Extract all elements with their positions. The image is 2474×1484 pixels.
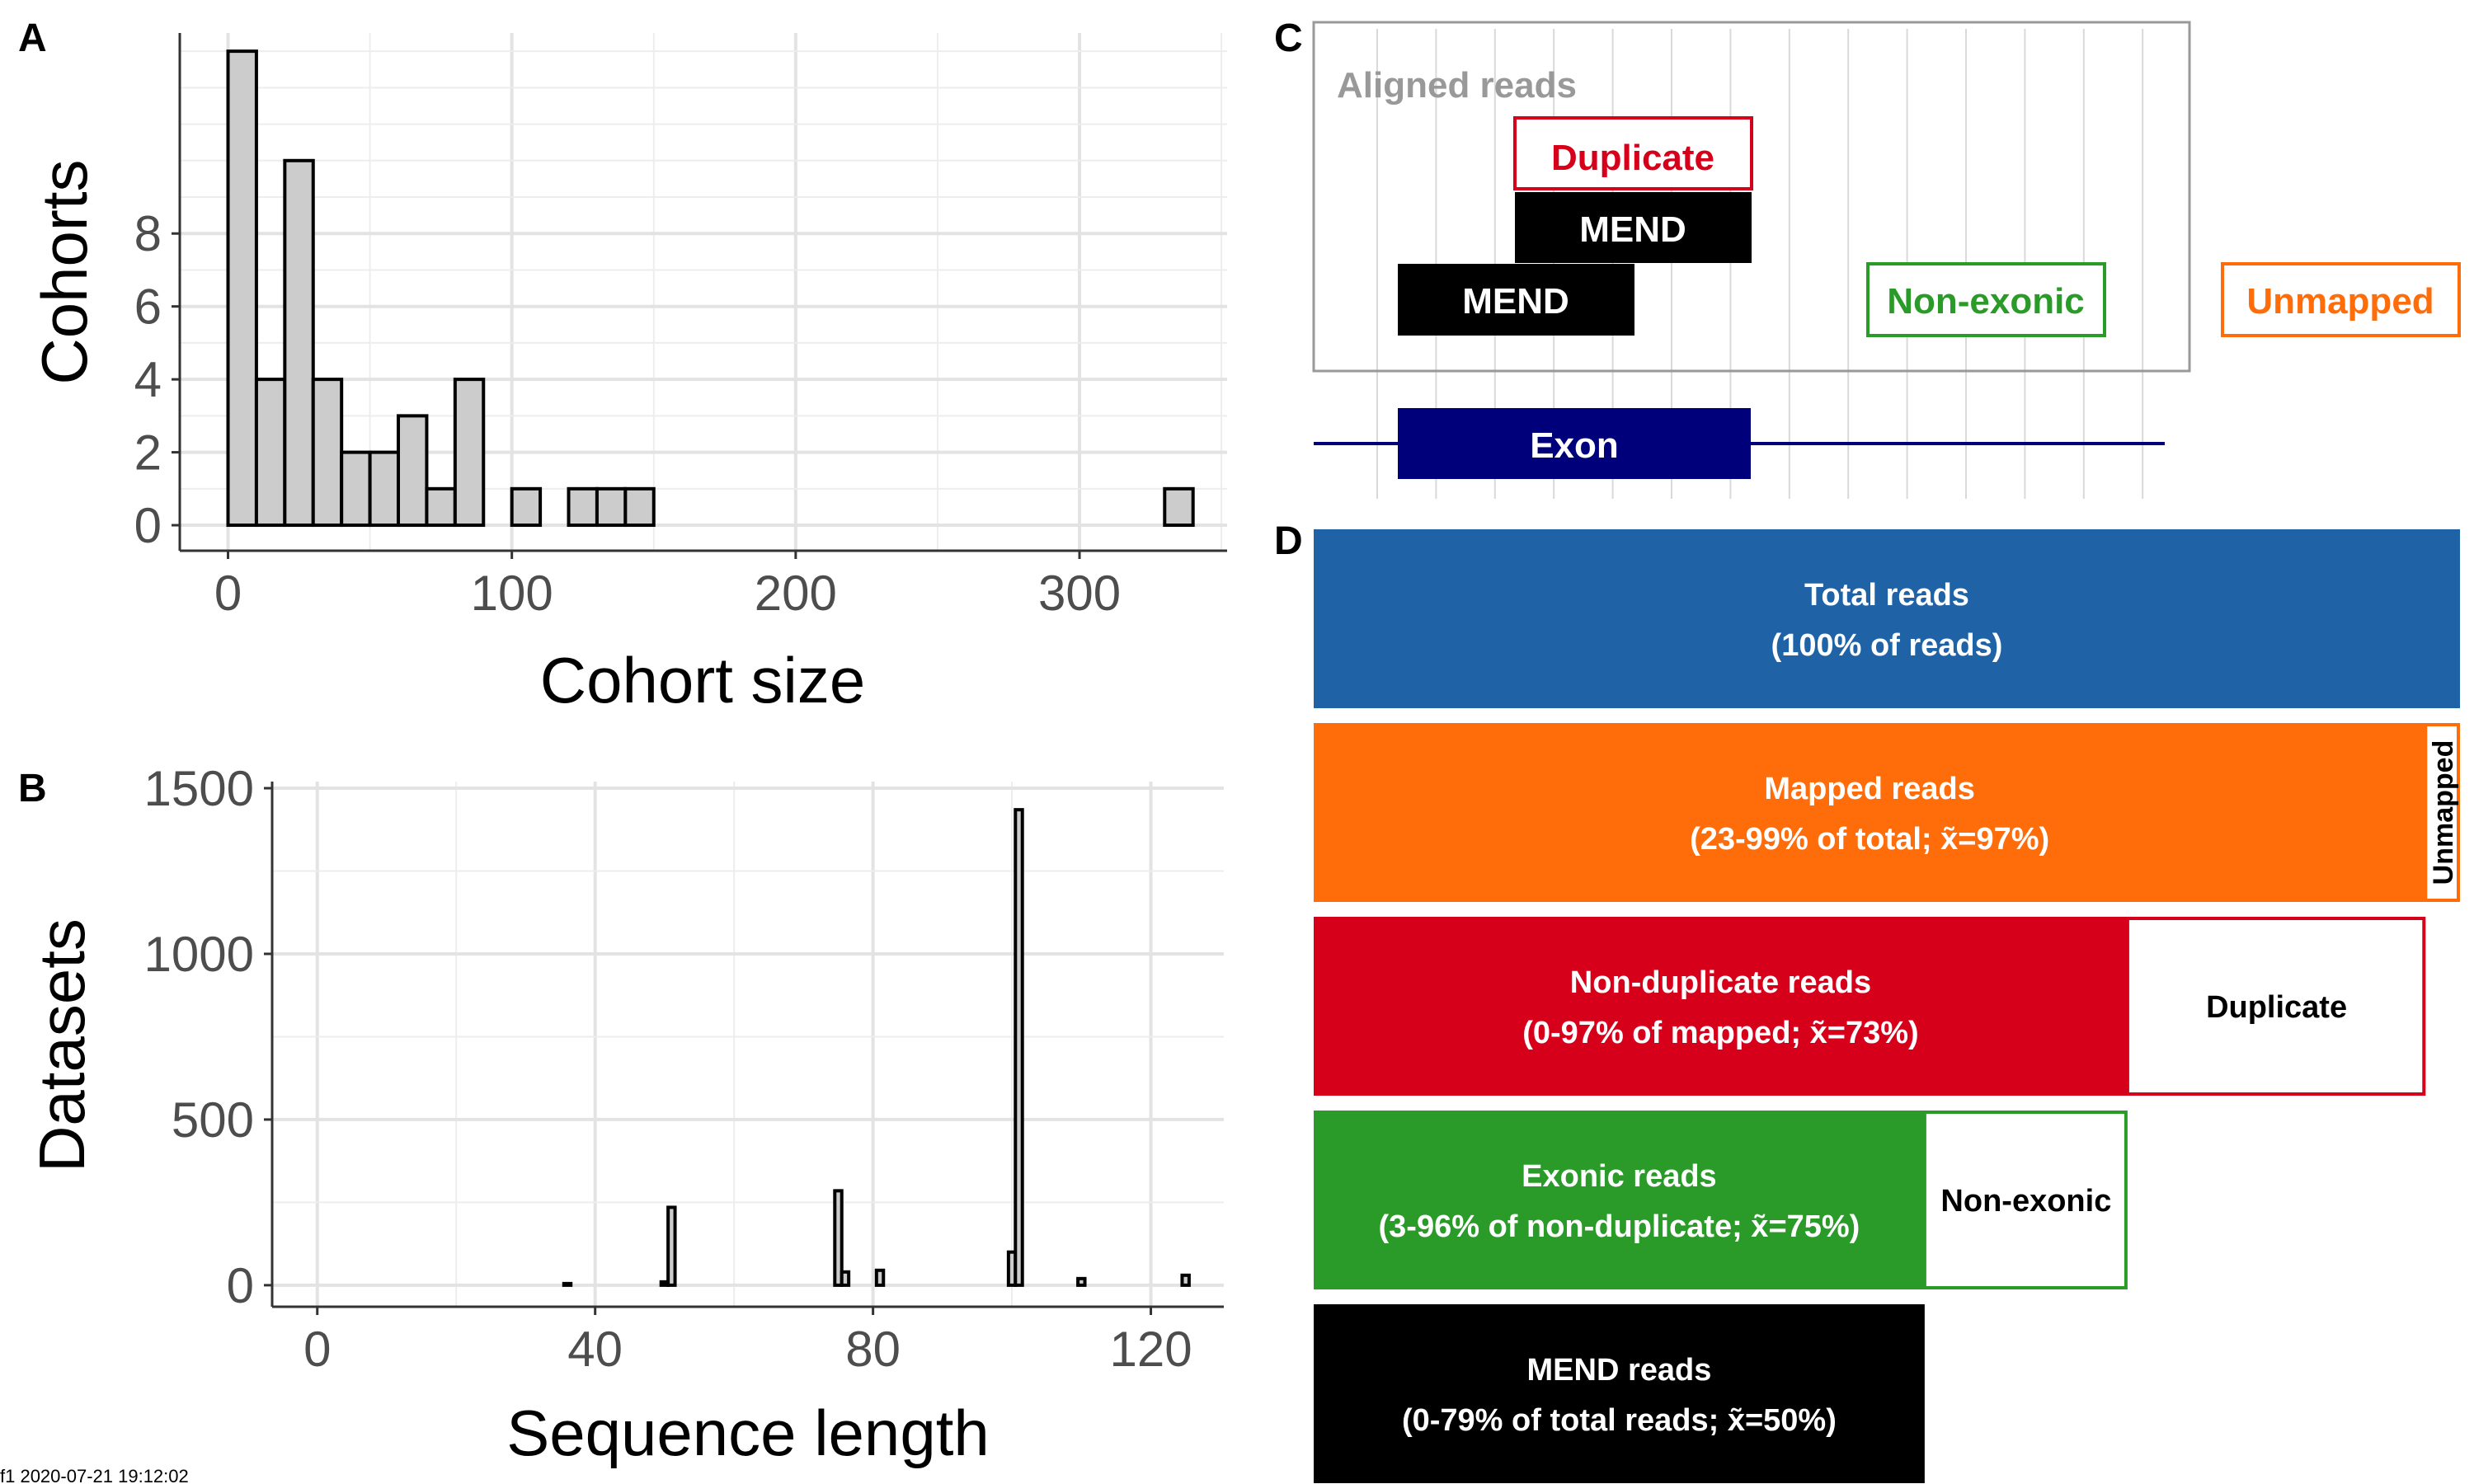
a-bar xyxy=(425,486,457,528)
remainder-bar xyxy=(2125,917,2426,1096)
b-bar xyxy=(1014,808,1024,1287)
reads-bar-name: Non-duplicate reads xyxy=(1570,965,1871,1000)
a-x-tick-label: 200 xyxy=(755,566,837,621)
a-bar xyxy=(510,486,543,528)
b-x-tick-label: 0 xyxy=(303,1322,331,1377)
non-exonic-label: Non-exonic xyxy=(1887,281,2085,322)
reads-bar xyxy=(1314,1111,1925,1289)
reads-bar-name: Mapped reads xyxy=(1764,772,1975,806)
panel-b-y-title: Datasets xyxy=(26,918,98,1172)
a-bar xyxy=(340,450,372,528)
a-bar xyxy=(567,486,599,528)
remainder-label: Unmapped xyxy=(2428,740,2459,885)
reads-bar xyxy=(1314,723,2426,902)
mend-read-top-label: MEND xyxy=(1579,209,1686,250)
panel-a-bars xyxy=(226,49,1195,528)
panel-d-read-funnel: Total reads (100% of reads) Mapped reads (2… xyxy=(1314,529,2461,1483)
b-x-tick-label: 120 xyxy=(1110,1322,1192,1377)
panel-b-axes: 0 40 80 120 0 500 1000 1500 xyxy=(144,761,1224,1377)
a-bar xyxy=(226,49,258,528)
reads-bar xyxy=(1314,529,2460,708)
panel-b-bars xyxy=(562,808,1191,1287)
a-bar xyxy=(397,414,429,528)
panel-d-letter: D xyxy=(1274,519,1303,563)
reads-bar-name: Exonic reads xyxy=(1522,1159,1717,1194)
b-bar xyxy=(874,1268,886,1287)
b-bar xyxy=(666,1205,677,1287)
panel-b-x-title: Sequence length xyxy=(506,1397,990,1469)
reads-bar-detail: (23-99% of total; x̃=97%) xyxy=(1690,822,2049,857)
a-bar xyxy=(1163,486,1195,528)
b-bar xyxy=(562,1281,573,1287)
non-exonic-box xyxy=(1866,262,2106,337)
panel-a-axes: 0 100 200 300 0 2 4 6 8 xyxy=(134,33,1227,621)
unmapped-box xyxy=(2221,262,2461,337)
panel-a-histogram: 0 100 200 300 0 2 4 6 8 Cohort size Cohorts xyxy=(28,33,1227,716)
b-bar xyxy=(840,1270,851,1287)
timestamp-stamp: f1 2020-07-21 19:12:02 xyxy=(0,1466,189,1484)
reads-bar-detail: (100% of reads) xyxy=(1771,628,2003,663)
panel-b-histogram: 0 40 80 120 0 500 1000 1500 Sequence length Dat… xyxy=(26,761,1224,1469)
a-bar xyxy=(283,158,315,528)
aligned-reads-label: Aligned reads xyxy=(1337,65,1577,106)
b-x-tick-label: 40 xyxy=(567,1322,623,1377)
a-bar xyxy=(368,450,401,528)
panel-c-diagram: Aligned reads Duplicate MEND MEND Non-ex… xyxy=(1312,21,2461,499)
a-bar xyxy=(254,378,287,528)
exon-box xyxy=(1398,408,1751,479)
b-y-tick-label: 1500 xyxy=(144,761,254,816)
duplicate-box xyxy=(1513,116,1753,190)
panel-b-letter: B xyxy=(18,767,47,810)
a-y-tick-label: 4 xyxy=(134,352,162,407)
panel-a-y-title: Cohorts xyxy=(28,159,101,384)
reads-bar-name: MEND reads xyxy=(1527,1353,1712,1388)
panel-c-letter: C xyxy=(1274,16,1303,60)
b-y-tick-label: 500 xyxy=(172,1092,254,1148)
a-bar xyxy=(595,486,628,528)
b-x-tick-label: 80 xyxy=(845,1322,901,1377)
a-x-tick-label: 300 xyxy=(1038,566,1121,621)
a-x-tick-label: 0 xyxy=(214,566,242,621)
b-y-tick-label: 1000 xyxy=(144,927,254,982)
remainder-label: Non-exonic xyxy=(1940,1184,2111,1219)
reads-bar-detail: (0-97% of mapped; x̃=73%) xyxy=(1522,1016,1918,1050)
a-x-tick-label: 100 xyxy=(471,566,553,621)
a-bar xyxy=(623,486,656,528)
a-y-tick-label: 6 xyxy=(134,279,162,335)
reads-bar-detail: (0-79% of total reads; x̃=50%) xyxy=(1402,1403,1837,1438)
mend-read-bottom-label: MEND xyxy=(1462,281,1569,322)
exon-label: Exon xyxy=(1530,425,1619,466)
panel-a-letter: A xyxy=(18,16,47,60)
b-bar xyxy=(833,1189,844,1287)
reads-bar xyxy=(1314,917,2128,1096)
reads-bar-detail: (3-96% of non-duplicate; x̃=75%) xyxy=(1379,1209,1860,1244)
duplicate-label: Duplicate xyxy=(1551,138,1714,178)
panel-b-grid xyxy=(272,782,1224,1307)
unmapped-label: Unmapped xyxy=(2246,281,2434,322)
reads-bar-name: Total reads xyxy=(1804,578,1969,613)
a-y-tick-label: 8 xyxy=(134,206,162,261)
a-y-tick-label: 0 xyxy=(134,498,162,553)
reads-bar xyxy=(1314,1304,1925,1483)
a-bar xyxy=(453,378,486,528)
b-bar xyxy=(1076,1276,1087,1287)
b-bar xyxy=(1180,1273,1191,1287)
b-y-tick-label: 0 xyxy=(227,1258,254,1313)
aligned-reads-box xyxy=(1312,21,2191,373)
a-y-tick-label: 2 xyxy=(134,425,162,481)
remainder-label: Duplicate xyxy=(2206,990,2347,1025)
a-bar xyxy=(311,378,344,528)
mend-read-top xyxy=(1515,192,1752,263)
mend-read-bottom xyxy=(1398,264,1634,336)
panel-a-x-title: Cohort size xyxy=(540,644,866,716)
